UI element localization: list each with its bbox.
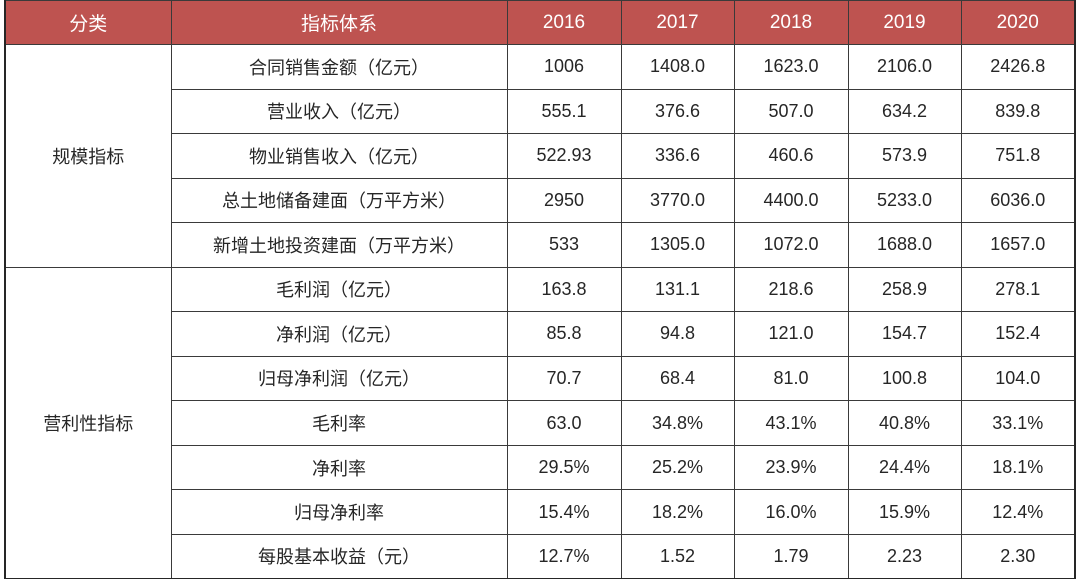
- value-cell: 4400.0: [733, 177, 849, 224]
- table-row: 归母净利率 15.4% 18.2% 16.0% 15.9% 12.4%: [5, 489, 1076, 535]
- indicator-cell: 毛利率: [170, 400, 508, 446]
- value-cell: 634.2: [847, 88, 962, 135]
- value-cell: 1688.0: [847, 222, 962, 268]
- header-year-2020: 2020: [960, 0, 1076, 45]
- table-row: 物业销售收入（亿元） 522.93 336.6 460.6 573.9 751.…: [5, 133, 1076, 179]
- value-cell: 163.8: [506, 266, 622, 313]
- indicators-table: 分类 指标体系 2016 2017 2018 2019 2020 规模指标 合同…: [4, 0, 1076, 579]
- value-cell: 218.6: [733, 266, 849, 313]
- indicator-cell: 新增土地投资建面（万平方米）: [170, 222, 508, 268]
- indicator-cell: 净利润（亿元）: [170, 311, 508, 357]
- table-row: 归母净利润（亿元） 70.7 68.4 81.0 100.8 104.0: [5, 355, 1076, 402]
- indicator-cell: 归母净利润（亿元）: [170, 355, 508, 402]
- category-cell-scale: 规模指标: [4, 44, 172, 268]
- category-cell-profitability: 营利性指标: [4, 266, 172, 579]
- value-cell: 70.7: [506, 355, 622, 402]
- value-cell: 16.0%: [733, 489, 849, 535]
- value-cell: 1623.0: [733, 44, 849, 90]
- table-row: 净利润（亿元） 85.8 94.8 121.0 154.7 152.4: [5, 311, 1076, 357]
- value-cell: 24.4%: [847, 444, 962, 491]
- header-row: 分类 指标体系 2016 2017 2018 2019 2020: [4, 0, 1076, 45]
- value-cell: 2.30: [960, 533, 1076, 579]
- indicator-cell: 毛利润（亿元）: [170, 266, 508, 313]
- value-cell: 154.7: [847, 311, 962, 357]
- value-cell: 2.23: [847, 533, 962, 579]
- table-row: 新增土地投资建面（万平方米） 533 1305.0 1072.0 1688.0 …: [5, 222, 1076, 268]
- value-cell: 18.1%: [960, 444, 1076, 491]
- value-cell: 2106.0: [847, 44, 962, 90]
- value-cell: 131.1: [620, 266, 735, 313]
- value-cell: 15.4%: [506, 489, 622, 535]
- table-row: 每股基本收益（元） 12.7% 1.52 1.79 2.23 2.30: [5, 533, 1076, 579]
- value-cell: 1408.0: [620, 44, 735, 90]
- value-cell: 1657.0: [960, 222, 1076, 268]
- value-cell: 336.6: [620, 133, 735, 179]
- table-row: 规模指标 合同销售金额（亿元） 1006 1408.0 1623.0 2106.…: [4, 44, 1076, 268]
- value-cell: 12.4%: [960, 489, 1076, 535]
- indicator-cell: 物业销售收入（亿元）: [170, 133, 508, 179]
- value-cell: 1.52: [620, 533, 735, 579]
- value-cell: 94.8: [620, 311, 735, 357]
- value-cell: 507.0: [733, 88, 849, 135]
- value-cell: 2950: [506, 177, 622, 224]
- indicator-cell: 归母净利率: [170, 489, 508, 535]
- value-cell: 258.9: [847, 266, 962, 313]
- value-cell: 152.4: [960, 311, 1076, 357]
- value-cell: 3770.0: [620, 177, 735, 224]
- value-cell: 1006: [506, 44, 622, 90]
- value-cell: 100.8: [847, 355, 962, 402]
- value-cell: 522.93: [506, 133, 622, 179]
- indicator-cell: 营业收入（亿元）: [170, 88, 508, 135]
- value-cell: 33.1%: [960, 400, 1076, 446]
- value-cell: 376.6: [620, 88, 735, 135]
- value-cell: 29.5%: [506, 444, 622, 491]
- value-cell: 12.7%: [506, 533, 622, 579]
- header-year-2016: 2016: [506, 0, 622, 45]
- value-cell: 1.79: [733, 533, 849, 579]
- table-row: 营业收入（亿元） 555.1 376.6 507.0 634.2 839.8: [5, 88, 1076, 135]
- value-cell: 573.9: [847, 133, 962, 179]
- value-cell: 751.8: [960, 133, 1076, 179]
- indicator-cell: 每股基本收益（元）: [170, 533, 508, 579]
- value-cell: 23.9%: [733, 444, 849, 491]
- header-year-2019: 2019: [847, 0, 962, 45]
- value-cell: 555.1: [506, 88, 622, 135]
- value-cell: 121.0: [733, 311, 849, 357]
- value-cell: 81.0: [733, 355, 849, 402]
- value-cell: 15.9%: [847, 489, 962, 535]
- value-cell: 68.4: [620, 355, 735, 402]
- value-cell: 85.8: [506, 311, 622, 357]
- indicator-cell: 合同销售金额（亿元）: [170, 44, 508, 90]
- indicator-cell: 净利率: [170, 444, 508, 491]
- value-cell: 839.8: [960, 88, 1076, 135]
- value-cell: 6036.0: [960, 177, 1076, 224]
- value-cell: 533: [506, 222, 622, 268]
- header-year-2018: 2018: [733, 0, 849, 45]
- header-category: 分类: [4, 0, 172, 45]
- header-year-2017: 2017: [620, 0, 735, 45]
- header-indicator-system: 指标体系: [170, 0, 508, 45]
- value-cell: 40.8%: [847, 400, 962, 446]
- table-row: 总土地储备建面（万平方米） 2950 3770.0 4400.0 5233.0 …: [5, 177, 1076, 224]
- value-cell: 1305.0: [620, 222, 735, 268]
- value-cell: 43.1%: [733, 400, 849, 446]
- indicator-cell: 总土地储备建面（万平方米）: [170, 177, 508, 224]
- value-cell: 5233.0: [847, 177, 962, 224]
- value-cell: 18.2%: [620, 489, 735, 535]
- table-row: 毛利率 63.0 34.8% 43.1% 40.8% 33.1%: [5, 400, 1076, 446]
- value-cell: 63.0: [506, 400, 622, 446]
- value-cell: 104.0: [960, 355, 1076, 402]
- value-cell: 25.2%: [620, 444, 735, 491]
- value-cell: 460.6: [733, 133, 849, 179]
- table-row: 营利性指标 毛利润（亿元） 163.8 131.1 218.6 258.9 27…: [4, 266, 1076, 579]
- value-cell: 34.8%: [620, 400, 735, 446]
- value-cell: 1072.0: [733, 222, 849, 268]
- value-cell: 2426.8: [960, 44, 1076, 90]
- value-cell: 278.1: [960, 266, 1076, 313]
